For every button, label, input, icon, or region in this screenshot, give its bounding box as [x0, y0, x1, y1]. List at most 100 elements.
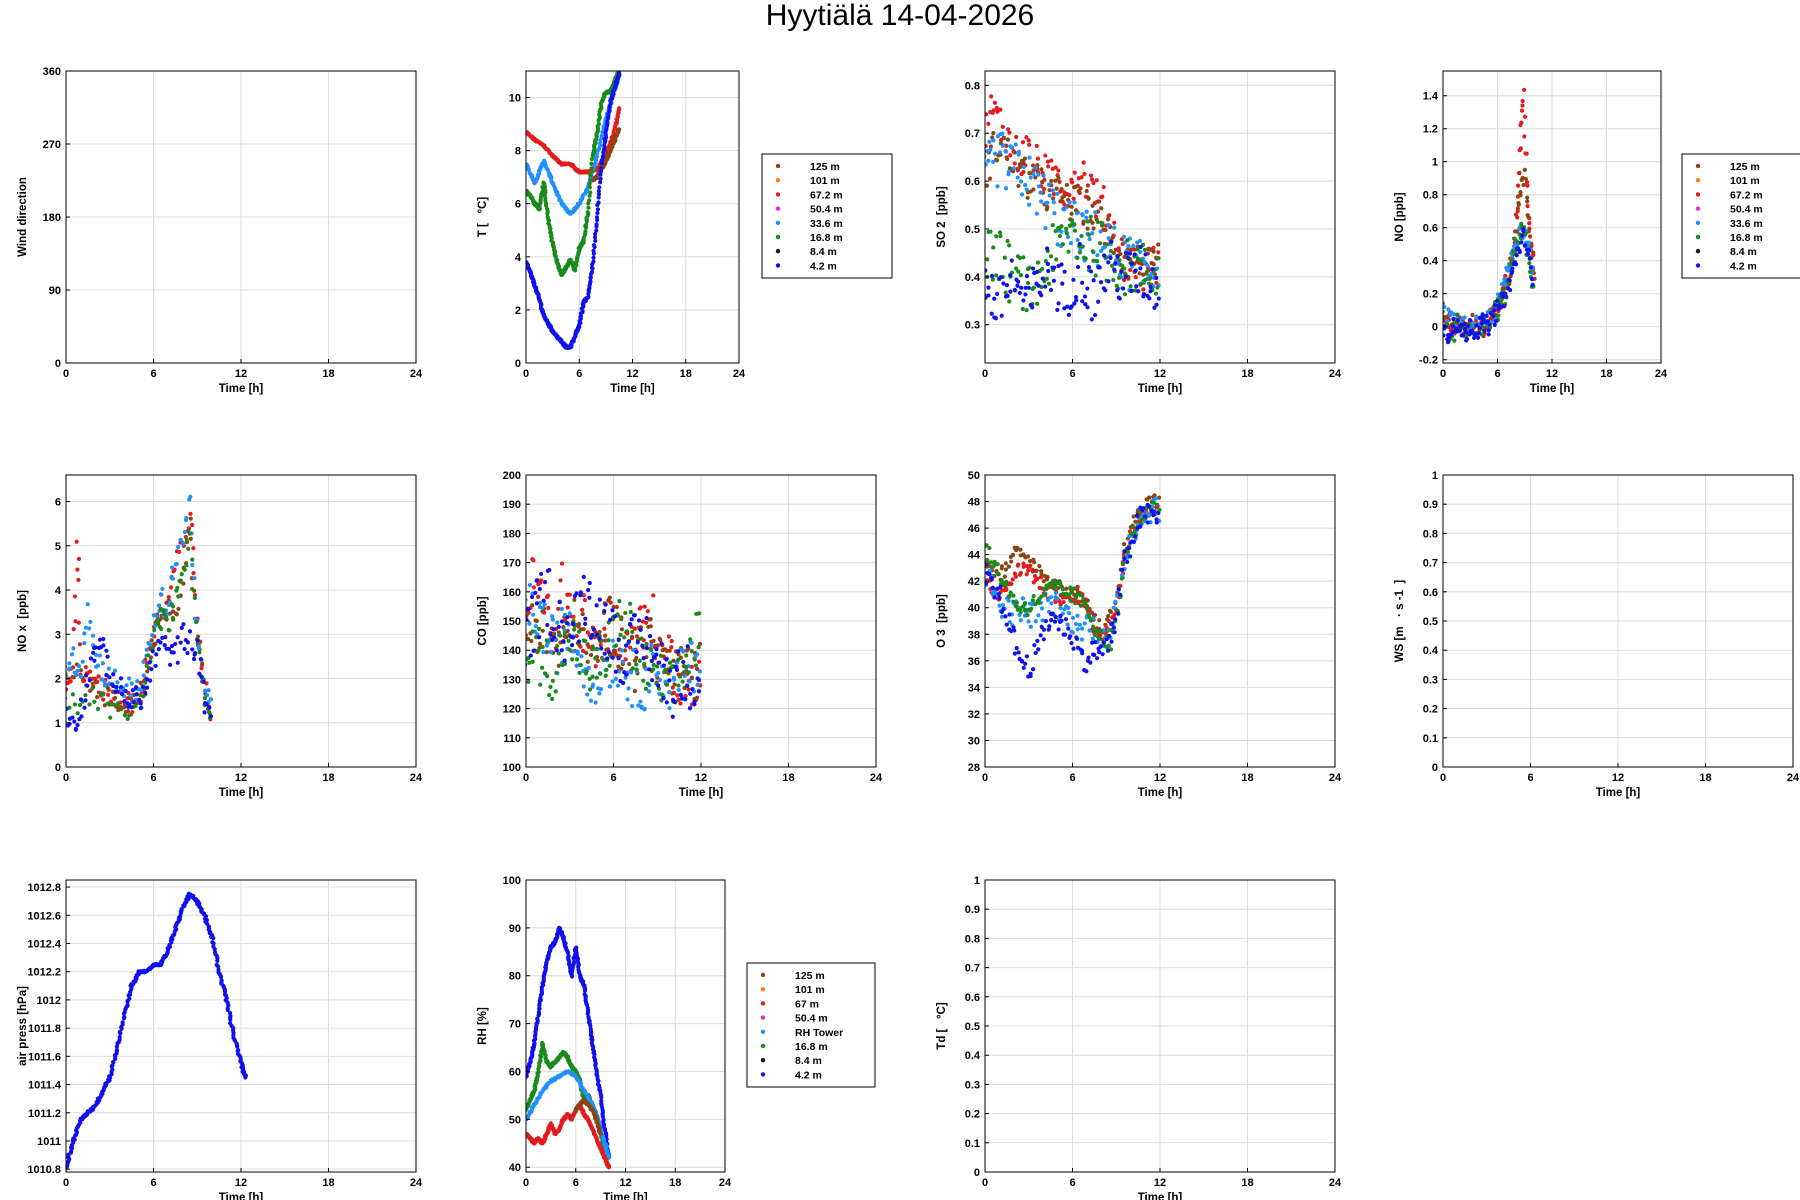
y-axis-label: NO x [ppb] — [17, 590, 29, 652]
data-point — [87, 702, 92, 707]
data-point — [176, 606, 181, 611]
data-point — [685, 683, 690, 688]
data-point — [636, 618, 642, 623]
tick-label-x: 6 — [1527, 772, 1533, 784]
data-point — [1051, 200, 1056, 205]
data-point — [627, 622, 633, 627]
data-point — [1058, 613, 1063, 619]
data-point — [1527, 261, 1532, 266]
data-point — [1510, 257, 1515, 262]
data-point — [181, 622, 186, 627]
data-point — [1026, 619, 1031, 624]
data-point — [629, 617, 634, 622]
data-point — [577, 670, 582, 676]
data-point — [1072, 222, 1077, 227]
data-point — [1510, 266, 1515, 271]
data-point — [1003, 614, 1008, 619]
data-point — [138, 701, 143, 706]
data-point — [1020, 659, 1025, 664]
data-point — [548, 226, 553, 232]
data-point — [191, 656, 197, 662]
tick-label-x: 18 — [1241, 368, 1253, 380]
data-point — [1004, 143, 1009, 148]
data-point — [1102, 244, 1108, 250]
tick-label-y: 28 — [968, 762, 980, 774]
tick-label-y: 42 — [968, 576, 980, 588]
tick-label-y: 40 — [968, 603, 980, 615]
data-point — [1055, 242, 1060, 247]
legend-marker — [775, 192, 781, 197]
data-point — [545, 622, 550, 628]
data-point — [208, 697, 214, 702]
tick-label-x: 18 — [1699, 772, 1711, 784]
data-point — [1042, 187, 1047, 192]
legend-entry: 50.4 m — [1730, 204, 1763, 216]
data-point — [541, 650, 546, 655]
data-point — [1033, 175, 1038, 180]
data-point — [634, 662, 639, 667]
data-point — [108, 715, 113, 720]
data-point — [675, 693, 680, 698]
data-point — [1048, 254, 1054, 259]
data-point — [1087, 614, 1092, 620]
data-point — [1138, 266, 1143, 271]
data-point — [556, 651, 561, 656]
data-point — [1092, 612, 1098, 618]
data-point — [1525, 199, 1530, 204]
data-point — [647, 667, 652, 672]
data-point — [76, 577, 81, 582]
data-point — [1120, 567, 1125, 572]
data-point — [123, 688, 128, 694]
data-point — [1521, 182, 1526, 188]
data-point — [1064, 182, 1069, 188]
data-point — [1103, 227, 1108, 233]
data-point — [112, 668, 118, 673]
data-point — [1050, 188, 1055, 193]
data-point — [696, 645, 701, 650]
data-point — [1021, 665, 1026, 670]
tick-label-y: 6 — [55, 497, 61, 509]
data-point — [587, 580, 592, 586]
data-point — [674, 667, 680, 673]
data-point — [1518, 193, 1523, 198]
data-point — [589, 169, 595, 174]
data-point — [565, 621, 570, 626]
data-point — [1016, 650, 1021, 655]
data-point — [1045, 159, 1051, 164]
data-point — [1062, 202, 1067, 207]
data-point — [588, 177, 593, 182]
series-4-2-m — [985, 502, 1161, 679]
tick-label-x: 18 — [322, 1177, 334, 1189]
data-point — [1073, 601, 1078, 606]
data-point — [664, 700, 669, 705]
data-point — [994, 273, 999, 278]
data-point — [1017, 255, 1023, 261]
data-point — [1112, 612, 1117, 617]
data-point — [615, 683, 620, 688]
data-point — [182, 646, 187, 652]
data-point — [1058, 605, 1063, 611]
data-point — [1027, 202, 1032, 207]
data-point — [628, 670, 634, 675]
data-point — [1016, 149, 1022, 154]
data-point — [178, 578, 183, 583]
data-point — [189, 586, 195, 592]
data-point — [1080, 244, 1085, 249]
data-point — [999, 614, 1005, 619]
data-point — [216, 964, 221, 969]
data-point — [90, 686, 95, 691]
data-point — [589, 157, 595, 162]
data-point — [1048, 595, 1054, 600]
data-point — [1156, 242, 1161, 247]
data-point — [588, 687, 593, 692]
data-point — [627, 661, 632, 667]
data-point — [1102, 253, 1107, 258]
tick-label-y: 32 — [968, 709, 980, 721]
data-point — [1006, 169, 1012, 174]
data-point — [83, 665, 88, 670]
data-point — [559, 648, 564, 653]
data-point — [1059, 618, 1064, 623]
series-4-2-m — [526, 567, 702, 719]
data-point — [667, 660, 673, 665]
